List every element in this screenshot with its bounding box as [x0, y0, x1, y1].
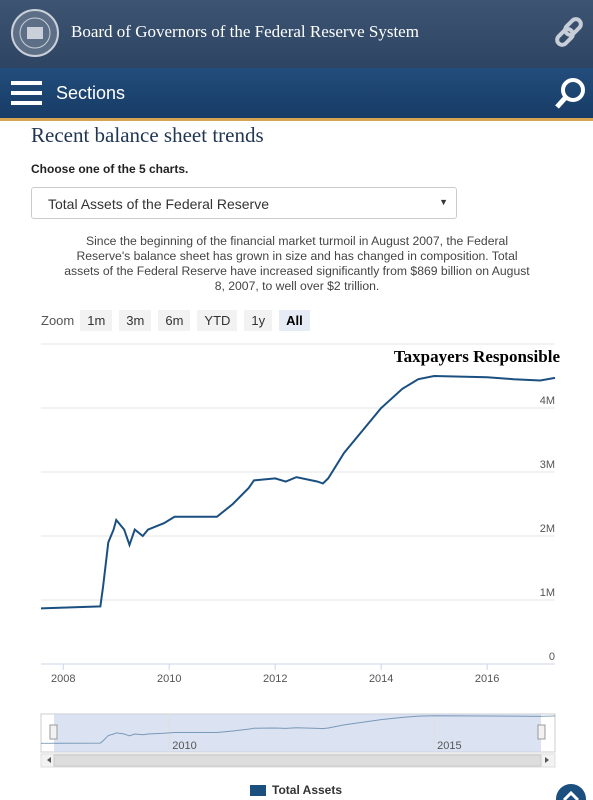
search-icon[interactable]: [553, 76, 587, 112]
navigator-tick-label: 2015: [437, 740, 461, 752]
menu-icon[interactable]: [11, 80, 43, 106]
section-heading: Recent balance sheet trends: [31, 123, 264, 147]
zoom-label: Zoom: [41, 312, 75, 328]
x-tick-label: 2012: [263, 673, 287, 685]
x-tick-label: 2016: [475, 673, 499, 685]
navigator-handle[interactable]: [49, 724, 58, 740]
zoom-button[interactable]: 1m: [80, 309, 113, 331]
scrollbar-thumb[interactable]: [53, 754, 542, 767]
site-title[interactable]: Board of Governors of the Federal Reserv…: [71, 22, 419, 41]
zoom-button[interactable]: YTD: [197, 309, 238, 331]
nav-bar: Sections: [0, 68, 593, 121]
description: Since the beginning of the financial mar…: [64, 234, 530, 293]
x-tick-label: 2010: [157, 673, 181, 685]
zoom-button[interactable]: All: [279, 309, 310, 331]
site-header: Board of Governors of the Federal Reserv…: [0, 0, 593, 68]
series-line: [40, 374, 556, 610]
select-value: Total Assets of the Federal Reserve: [48, 196, 269, 212]
y-tick-label: 0: [549, 651, 555, 663]
link-icon[interactable]: [553, 16, 587, 50]
seal-logo[interactable]: [10, 8, 60, 58]
y-tick-label: 2M: [540, 523, 555, 535]
legend-label: Total Assets: [272, 783, 342, 797]
sections-label[interactable]: Sections: [56, 83, 126, 103]
legend-swatch: [250, 785, 266, 796]
navigator-line: [40, 715, 556, 744]
select-prompt: Choose one of the 5 charts.: [31, 162, 189, 176]
navigator-handle[interactable]: [537, 724, 546, 740]
y-tick-label: 1M: [540, 587, 555, 599]
navigator-tick-label: 2010: [172, 740, 196, 752]
zoom-button[interactable]: 6m: [158, 309, 191, 331]
chart-select[interactable]: Total Assets of the Federal Reserve ▼: [31, 187, 457, 219]
zoom-button[interactable]: 3m: [119, 309, 152, 331]
x-tick-label: 2014: [369, 673, 393, 685]
annotation: Taxpayers Responsible: [394, 347, 561, 366]
select-arrow: ▼: [439, 197, 448, 207]
x-tick-label: 2008: [51, 673, 75, 685]
navigator-selection[interactable]: [54, 714, 541, 752]
y-tick-label: 4M: [540, 395, 555, 407]
zoom-button[interactable]: 1y: [244, 309, 273, 331]
y-tick-label: 3M: [540, 459, 555, 471]
back-to-top-arrow: [562, 790, 580, 800]
zoom-bar: Zoom 1m 3m 6m YTD 1y All: [41, 308, 317, 332]
